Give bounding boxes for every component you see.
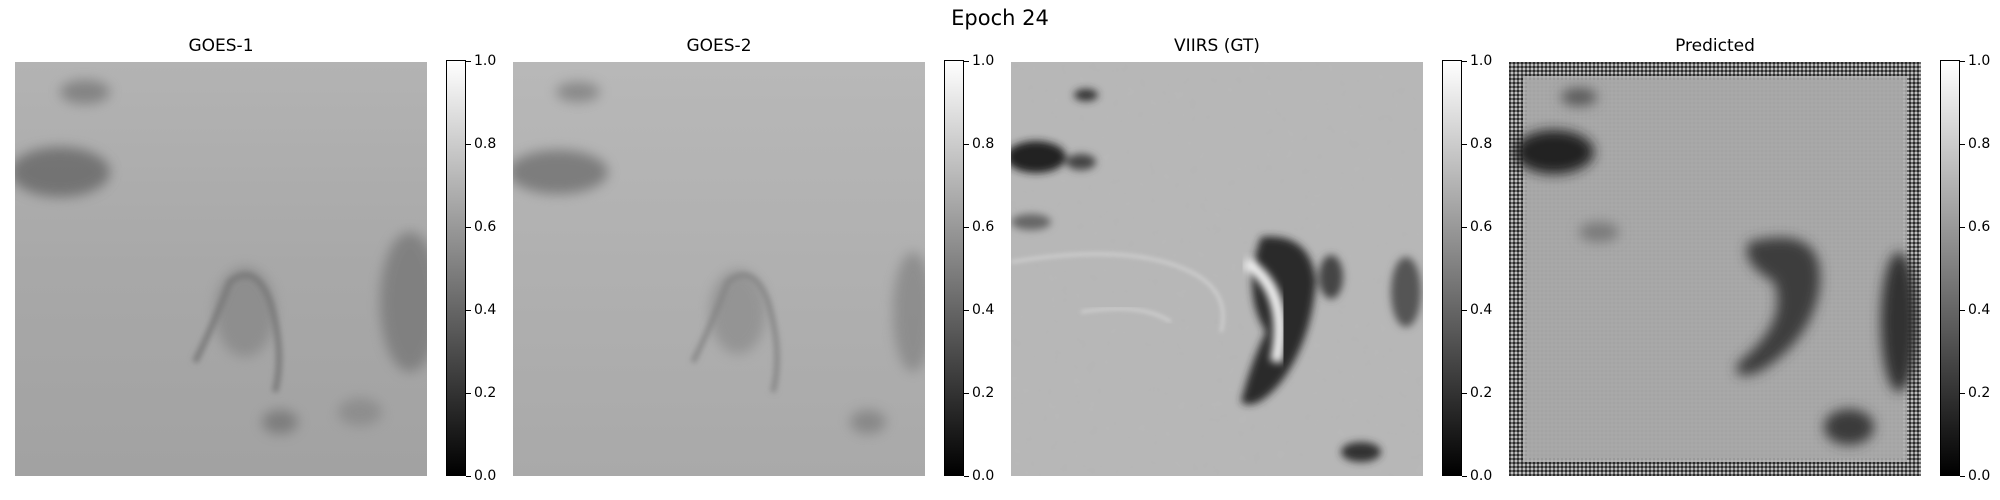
panel-title-goes-2: GOES-2	[686, 36, 752, 56]
colorbar-tick-label: 1.0	[1470, 53, 1493, 69]
colorbar-tick-label: 0.4	[1968, 302, 1991, 318]
colorbar-tick-label: 1.0	[1968, 53, 1991, 69]
colorbar-tick	[466, 61, 471, 62]
colorbar-tick-label: 0.2	[474, 385, 497, 401]
colorbar-tick-label: 0.8	[1470, 136, 1493, 152]
colorbar-tick	[1960, 310, 1965, 311]
goes-1-image	[15, 62, 427, 476]
predicted-colorbar	[1940, 60, 1960, 476]
colorbar-tick	[466, 393, 471, 394]
colorbar-tick	[964, 476, 969, 477]
colorbar-tick-label: 0.0	[474, 468, 497, 484]
colorbar-tick-label: 0.2	[1470, 385, 1493, 401]
colorbar-tick	[964, 393, 969, 394]
colorbar-tick	[466, 310, 471, 311]
colorbar-tick-label: 0.8	[474, 136, 497, 152]
colorbar-tick	[1960, 61, 1965, 62]
colorbar-tick-label: 0.6	[1968, 219, 1991, 235]
predicted-image	[1509, 62, 1921, 476]
panel-title-predicted: Predicted	[1675, 36, 1755, 56]
colorbar-tick	[964, 61, 969, 62]
colorbar-tick-label: 0.8	[1968, 136, 1991, 152]
colorbar-tick-label: 0.0	[1470, 468, 1493, 484]
colorbar-tick-label: 0.6	[1470, 219, 1493, 235]
colorbar-tick	[1462, 227, 1467, 228]
colorbar-tick-label: 0.6	[474, 219, 497, 235]
colorbar-tick-label: 0.2	[972, 385, 995, 401]
colorbar-tick	[964, 310, 969, 311]
viirs-gt-colorbar	[1442, 60, 1462, 476]
colorbar-tick	[964, 144, 969, 145]
colorbar-tick	[1462, 476, 1467, 477]
colorbar-tick	[1462, 144, 1467, 145]
colorbar-tick	[1960, 393, 1965, 394]
colorbar-tick-label: 0.0	[1968, 468, 1991, 484]
colorbar-tick-label: 0.4	[474, 302, 497, 318]
colorbar-tick-label: 1.0	[474, 53, 497, 69]
colorbar-tick-label: 1.0	[972, 53, 995, 69]
colorbar-tick	[964, 227, 969, 228]
colorbar-tick	[1960, 476, 1965, 477]
figure-title: Epoch 24	[951, 6, 1049, 30]
colorbar-tick-label: 0.6	[972, 219, 995, 235]
colorbar-tick	[1462, 310, 1467, 311]
colorbar-tick	[1462, 393, 1467, 394]
goes-2-colorbar	[944, 60, 964, 476]
colorbar-tick	[466, 144, 471, 145]
colorbar-tick	[1960, 144, 1965, 145]
colorbar-tick	[466, 476, 471, 477]
viirs-gt-image	[1011, 62, 1423, 476]
panel-title-goes-1: GOES-1	[188, 36, 254, 56]
colorbar-tick-label: 0.8	[972, 136, 995, 152]
panel-title-viirs-gt: VIIRS (GT)	[1174, 36, 1260, 56]
colorbar-tick-label: 0.2	[1968, 385, 1991, 401]
goes-1-colorbar	[446, 60, 466, 476]
colorbar-tick-label: 0.0	[972, 468, 995, 484]
colorbar-tick-label: 0.4	[972, 302, 995, 318]
goes-2-image	[513, 62, 925, 476]
colorbar-tick	[1960, 227, 1965, 228]
colorbar-tick-label: 0.4	[1470, 302, 1493, 318]
colorbar-tick	[1462, 61, 1467, 62]
colorbar-tick	[466, 227, 471, 228]
